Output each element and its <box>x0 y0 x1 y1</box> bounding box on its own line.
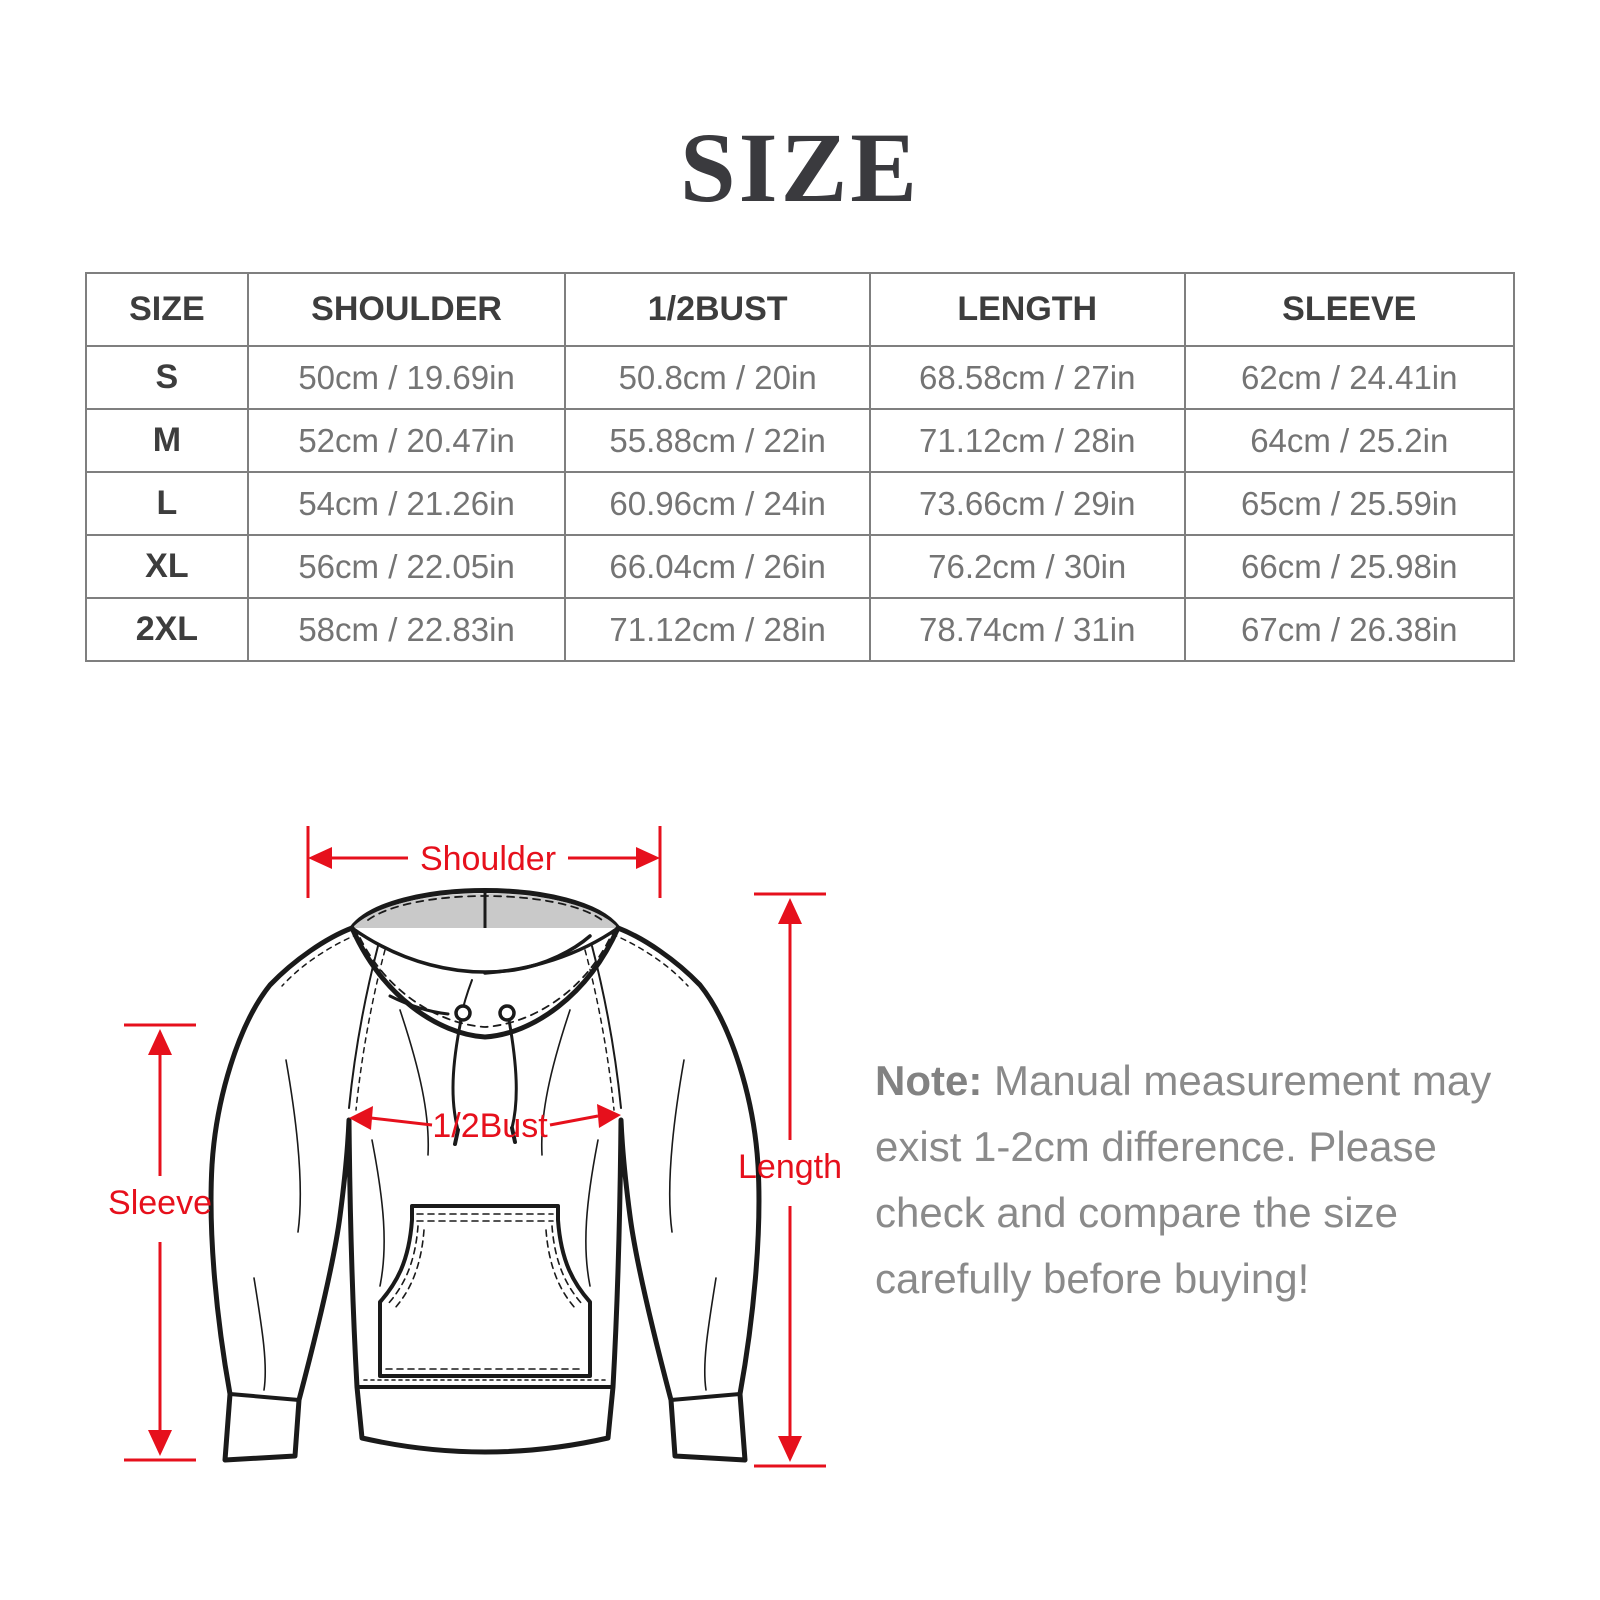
cell-bust: 71.12cm / 28in <box>564 597 871 662</box>
header-bust: 1/2BUST <box>564 272 871 347</box>
table-row: 2XL 58cm / 22.83in 71.12cm / 28in 78.74c… <box>85 597 1516 662</box>
table-row: S 50cm / 19.69in 50.8cm / 20in 68.58cm /… <box>85 345 1516 410</box>
wrinkle-lines <box>253 1009 717 1391</box>
hoodie-sketch <box>208 888 762 1463</box>
cell-length: 68.58cm / 27in <box>868 345 1186 410</box>
raglan-stitch-left <box>355 949 386 1111</box>
header-sleeve: SLEEVE <box>1183 272 1516 347</box>
size-table-container: SIZE SHOULDER 1/2BUST LENGTH SLEEVE S 50… <box>85 272 1516 662</box>
cell-length: 73.66cm / 29in <box>868 471 1186 536</box>
collar-flap-right <box>483 926 620 975</box>
drawstring-right <box>507 1018 518 1130</box>
cell-sleeve: 66cm / 25.98in <box>1183 534 1516 599</box>
size-table: SIZE SHOULDER 1/2BUST LENGTH SLEEVE S 50… <box>85 272 1516 662</box>
measurement-note: Note: Manual measurement may exist 1-2cm… <box>875 1048 1495 1312</box>
row-size-label: XL <box>85 534 249 599</box>
sleeve-measure: Sleeve <box>108 1023 212 1462</box>
raglan-stitch-right <box>584 949 615 1111</box>
pocket <box>378 1204 592 1378</box>
length-label: Length <box>738 1148 842 1186</box>
cell-sleeve: 65cm / 25.59in <box>1183 471 1516 536</box>
row-size-label: S <box>85 345 249 410</box>
pocket-stitch-left1 <box>387 1225 419 1305</box>
eyelet-left <box>454 1004 472 1022</box>
collar-shade <box>388 994 450 1016</box>
drawstring-right-aglet <box>510 1126 517 1144</box>
shoulder-stitch-right <box>611 933 689 987</box>
collar-outer <box>349 925 621 1040</box>
drawstring-left <box>451 1018 463 1132</box>
length-measure: Length <box>738 892 842 1468</box>
header-length: LENGTH <box>868 272 1186 347</box>
cell-length: 78.74cm / 31in <box>868 597 1186 662</box>
cell-bust: 66.04cm / 26in <box>564 534 871 599</box>
cuff-right-top <box>669 1392 742 1402</box>
cell-length: 76.2cm / 30in <box>868 534 1186 599</box>
cell-bust: 60.96cm / 24in <box>564 471 871 536</box>
header-size: SIZE <box>85 272 249 347</box>
cell-shoulder: 54cm / 21.26in <box>246 471 567 536</box>
raglan-seam-left <box>348 945 379 1109</box>
cell-sleeve: 67cm / 26.38in <box>1183 597 1516 662</box>
drawstring-left-aglet <box>453 1128 460 1146</box>
table-row: L 54cm / 21.26in 60.96cm / 24in 73.66cm … <box>85 471 1516 536</box>
shoulder-measure: Shoulder <box>306 826 662 898</box>
cell-shoulder: 52cm / 20.47in <box>246 408 567 473</box>
table-row: XL 56cm / 22.05in 66.04cm / 26in 76.2cm … <box>85 534 1516 599</box>
shoulder-label: Shoulder <box>420 840 556 878</box>
pocket-stitch-left2 <box>394 1229 425 1309</box>
cell-sleeve: 64cm / 25.2in <box>1183 408 1516 473</box>
note-text: Manual measurement may exist 1-2cm diffe… <box>875 1057 1492 1302</box>
page-title: SIZE <box>680 112 920 223</box>
eyelet-right <box>498 1004 516 1022</box>
hoodie-measurement-diagram: Shoulder 1/2Bust Sleeve <box>108 826 842 1468</box>
hood-stitch-top <box>367 895 603 921</box>
cell-bust: 55.88cm / 22in <box>564 408 871 473</box>
measurement-arrows: Shoulder 1/2Bust Sleeve <box>108 826 842 1468</box>
row-size-label: M <box>85 408 249 473</box>
sleeve-label: Sleeve <box>108 1184 212 1222</box>
pocket-stitch-right1 <box>551 1225 583 1305</box>
cell-bust: 50.8cm / 20in <box>564 345 871 410</box>
cell-sleeve: 62cm / 24.41in <box>1183 345 1516 410</box>
row-size-label: L <box>85 471 249 536</box>
raglan-seam-right <box>591 945 622 1109</box>
cell-shoulder: 50cm / 19.69in <box>246 345 567 410</box>
table-header-row: SIZE SHOULDER 1/2BUST LENGTH SLEEVE <box>85 272 1516 347</box>
bust-measure: 1/2Bust <box>349 1104 621 1145</box>
bust-label: 1/2Bust <box>432 1107 548 1145</box>
cuff-left-top <box>228 1392 301 1402</box>
shoulder-stitch-left <box>281 933 359 987</box>
table-row: M 52cm / 20.47in 55.88cm / 22in 71.12cm … <box>85 408 1516 473</box>
header-shoulder: SHOULDER <box>246 272 567 347</box>
cell-shoulder: 56cm / 22.05in <box>246 534 567 599</box>
note-label: Note: <box>875 1057 983 1104</box>
pocket-stitch-right2 <box>545 1229 576 1309</box>
cell-shoulder: 58cm / 22.83in <box>246 597 567 662</box>
collar-stitch <box>359 937 611 1028</box>
cell-length: 71.12cm / 28in <box>868 408 1186 473</box>
row-size-label: 2XL <box>85 597 249 662</box>
